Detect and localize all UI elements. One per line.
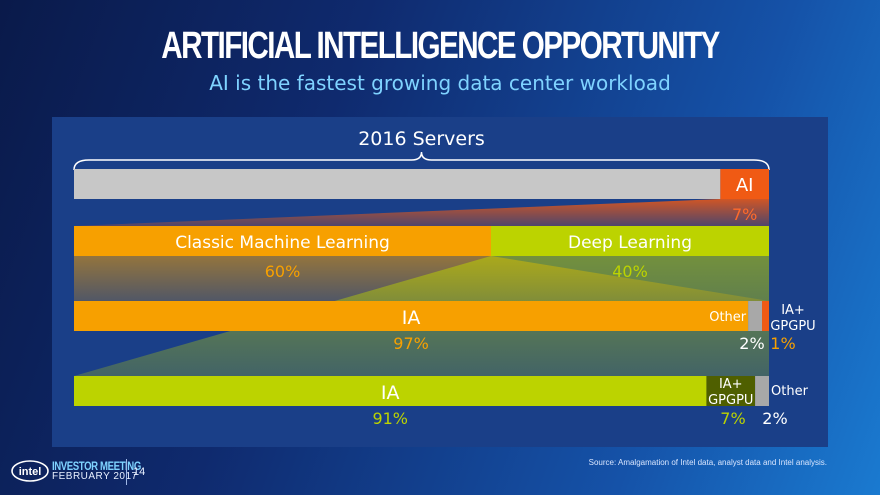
label-classic-gpgpu-1: IA+ [781,303,805,318]
funnel-ai [74,199,769,226]
pct-dl-other: 2% [762,409,787,428]
label-classic-gpgpu-2: GPGPU [770,319,815,334]
pct-ai: 7% [732,205,757,224]
chart-title: 2016 Servers [358,128,485,150]
bar-servers-1 [720,169,769,199]
source-note: Source: Amalgamation of Intel data, anal… [588,458,827,467]
bar-classic_ml-2 [762,301,769,331]
brace [73,151,770,171]
slide-title: ARTIFICIAL INTELLIGENCE OPPORTUNITY [161,25,720,67]
intel-logo-text: intel [19,466,42,478]
pct-classic-ml: 60% [265,262,301,281]
bar-classic_ml-1 [748,301,763,331]
page-number: 14 [133,466,146,478]
bar-servers-0 [74,169,721,199]
bar-deep_learning-0 [74,376,707,406]
pct-dl-ia: 91% [372,409,408,428]
label-dl-gpgpu-2: GPGPU [708,393,753,408]
pct-classic-ia: 97% [393,334,429,353]
label-dl-other: Other [771,384,809,399]
label-ai: AI [736,175,754,196]
footer-divider [126,459,127,485]
bar-deep_learning-2 [755,376,769,406]
event-name: INVESTOR MEETING [52,459,141,473]
label-classic-ia: IA [402,307,421,329]
label-classic-other: Other [709,310,747,325]
bar-ai_breakdown-0 [74,226,491,256]
bar-deep_learning-1 [706,376,756,406]
label-dl-gpgpu-1: IA+ [719,377,743,392]
pct-classic-other: 2% [739,334,764,353]
bar-ai_breakdown-1 [491,226,769,256]
bar-classic_ml-0 [74,301,749,331]
label-classic-ml: Classic Machine Learning [175,233,390,253]
pct-deep-learning: 40% [612,262,648,281]
pct-classic-gpgpu: 1% [770,334,795,353]
intel-logo: intel [11,460,49,482]
slide-subtitle: AI is the fastest growing data center wo… [209,71,671,95]
label-dl-ia: IA [381,382,400,404]
event-date: FEBRUARY 2017 [52,471,138,482]
pct-dl-gpgpu: 7% [720,409,745,428]
label-deep-learning: Deep Learning [568,233,692,253]
